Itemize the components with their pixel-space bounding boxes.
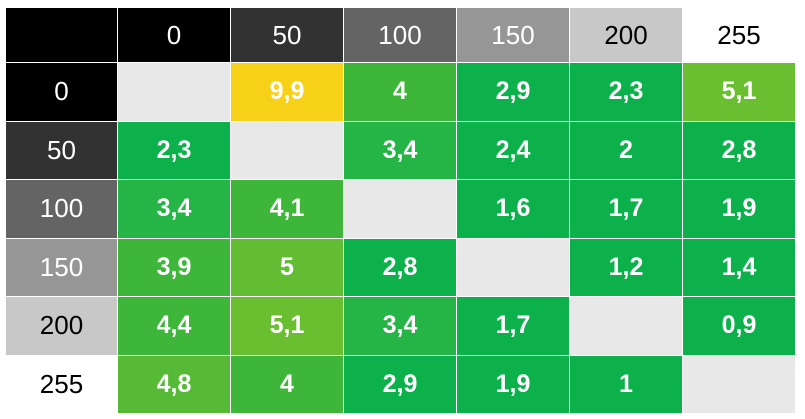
heatmap-cell: 1,9 [457, 355, 570, 414]
heatmap-cell: 2,4 [457, 121, 570, 180]
heatmap-cell: 3,9 [118, 238, 231, 297]
heatmap-cell: 1,7 [570, 180, 683, 239]
heatmap-cell: 5,1 [231, 297, 344, 356]
heatmap-cell: 2,3 [570, 63, 683, 122]
column-header-200: 200 [570, 8, 683, 63]
heatmap-cell: 1,4 [683, 238, 796, 297]
heatmap-cell: 2 [570, 121, 683, 180]
corner-cell [6, 8, 118, 63]
heatmap-cell: 4,4 [118, 297, 231, 356]
heatmap-cell: 1,6 [457, 180, 570, 239]
column-header-0: 0 [118, 8, 231, 63]
row-header-255: 255 [6, 355, 118, 414]
heatmap-cell: 3,4 [118, 180, 231, 239]
row-header-150: 150 [6, 238, 118, 297]
column-header-100: 100 [344, 8, 457, 63]
row-header-200: 200 [6, 297, 118, 356]
heatmap-cell: 9,9 [231, 63, 344, 122]
heatmap-cell: 0,9 [683, 297, 796, 356]
row-header-0: 0 [6, 63, 118, 122]
heatmap-cell: 3,4 [344, 297, 457, 356]
diagonal-cell [457, 238, 570, 297]
heatmap-cell: 1,9 [683, 180, 796, 239]
heatmap-cell: 4 [344, 63, 457, 122]
column-header-150: 150 [457, 8, 570, 63]
column-header-50: 50 [231, 8, 344, 63]
column-header-255: 255 [683, 8, 796, 63]
diagonal-cell [118, 63, 231, 122]
heatmap-cell: 2,8 [683, 121, 796, 180]
row-header-50: 50 [6, 121, 118, 180]
heatmap-cell: 2,9 [344, 355, 457, 414]
heatmap-cell: 1,2 [570, 238, 683, 297]
heatmap-cell: 5,1 [683, 63, 796, 122]
row-header-100: 100 [6, 180, 118, 239]
heatmap-cell: 4,8 [118, 355, 231, 414]
heatmap-cell: 2,3 [118, 121, 231, 180]
heatmap-cell: 5 [231, 238, 344, 297]
diagonal-cell [683, 355, 796, 414]
contrast-heatmap: 0 50 100 150 200 255 0 9,9 4 2,9 2,3 5,1 50 2,3 3,4 2,4… [6, 8, 798, 414]
heatmap-cell: 4 [231, 355, 344, 414]
heatmap-cell: 1 [570, 355, 683, 414]
heatmap-cell: 4,1 [231, 180, 344, 239]
diagonal-cell [344, 180, 457, 239]
heatmap-cell: 1,7 [457, 297, 570, 356]
diagonal-cell [231, 121, 344, 180]
diagonal-cell [570, 297, 683, 356]
heatmap-cell: 3,4 [344, 121, 457, 180]
heatmap-cell: 2,9 [457, 63, 570, 122]
heatmap-cell: 2,8 [344, 238, 457, 297]
